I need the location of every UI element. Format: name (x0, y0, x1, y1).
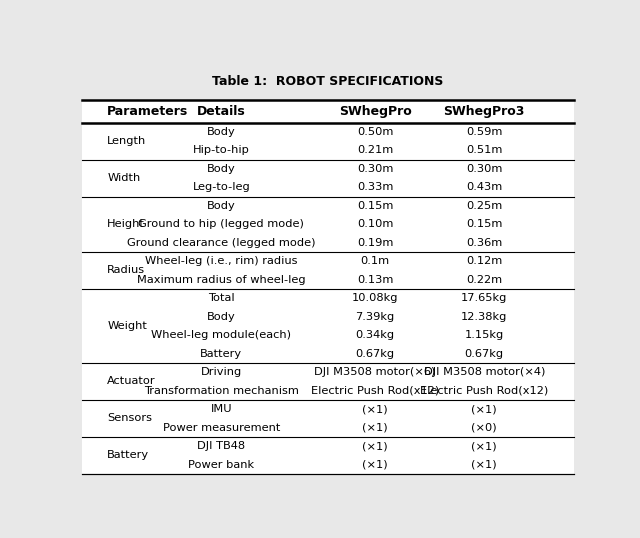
Text: Width: Width (108, 173, 141, 183)
Text: 0.50m: 0.50m (357, 127, 394, 137)
Text: Maximum radius of wheel-leg: Maximum radius of wheel-leg (137, 275, 306, 285)
Text: 0.67kg: 0.67kg (356, 349, 395, 359)
Text: (×1): (×1) (362, 459, 388, 470)
Text: 0.67kg: 0.67kg (465, 349, 504, 359)
Text: (×1): (×1) (362, 441, 388, 451)
Text: 0.22m: 0.22m (466, 275, 502, 285)
Text: Total: Total (208, 293, 235, 303)
Text: 0.10m: 0.10m (357, 220, 394, 229)
Text: 17.65kg: 17.65kg (461, 293, 508, 303)
Text: Driving: Driving (201, 367, 242, 377)
Text: 1.15kg: 1.15kg (465, 330, 504, 340)
Text: 0.19m: 0.19m (357, 238, 394, 247)
Text: Leg-to-leg: Leg-to-leg (193, 182, 250, 192)
Text: Body: Body (207, 201, 236, 211)
Text: 0.34kg: 0.34kg (356, 330, 395, 340)
Text: 10.08kg: 10.08kg (352, 293, 398, 303)
Text: 0.1m: 0.1m (360, 256, 390, 266)
Text: Details: Details (197, 105, 246, 118)
Text: Transformation mechanism: Transformation mechanism (144, 386, 299, 395)
Text: Power measurement: Power measurement (163, 423, 280, 433)
Text: DJI M3508 motor(×4): DJI M3508 motor(×4) (424, 367, 545, 377)
Text: 7.39kg: 7.39kg (355, 312, 395, 322)
Text: Actuator: Actuator (108, 377, 156, 386)
Text: Height: Height (108, 220, 145, 229)
Text: 0.12m: 0.12m (466, 256, 502, 266)
Text: 0.30m: 0.30m (466, 164, 502, 174)
Text: Body: Body (207, 164, 236, 174)
Text: 0.13m: 0.13m (357, 275, 394, 285)
Text: (×0): (×0) (472, 423, 497, 433)
Text: 0.15m: 0.15m (357, 201, 394, 211)
Text: 0.15m: 0.15m (466, 220, 502, 229)
Text: (×1): (×1) (472, 404, 497, 414)
Text: Table 1:  ROBOT SPECIFICATIONS: Table 1: ROBOT SPECIFICATIONS (212, 75, 444, 88)
Text: 0.51m: 0.51m (466, 145, 502, 155)
Text: Parameters: Parameters (108, 105, 189, 118)
Text: (×1): (×1) (472, 459, 497, 470)
Text: Ground to hip (legged mode): Ground to hip (legged mode) (138, 220, 304, 229)
Text: Electric Push Rod(x12): Electric Push Rod(x12) (311, 386, 439, 395)
Text: DJI TB48: DJI TB48 (197, 441, 245, 451)
Text: Body: Body (207, 312, 236, 322)
Text: Wheel-leg (i.e., rim) radius: Wheel-leg (i.e., rim) radius (145, 256, 298, 266)
Text: 0.33m: 0.33m (357, 182, 394, 192)
Text: SWhegPro3: SWhegPro3 (444, 105, 525, 118)
Text: 0.30m: 0.30m (357, 164, 394, 174)
Text: Weight: Weight (108, 321, 147, 331)
Text: (×1): (×1) (362, 423, 388, 433)
Text: (×1): (×1) (472, 441, 497, 451)
Text: 12.38kg: 12.38kg (461, 312, 508, 322)
Text: Wheel-leg module(each): Wheel-leg module(each) (151, 330, 291, 340)
Text: IMU: IMU (211, 404, 232, 414)
Text: Ground clearance (legged mode): Ground clearance (legged mode) (127, 238, 316, 247)
Text: Battery: Battery (108, 450, 149, 461)
Text: (×1): (×1) (362, 404, 388, 414)
Text: 0.43m: 0.43m (466, 182, 502, 192)
Text: 0.21m: 0.21m (357, 145, 393, 155)
Text: 0.59m: 0.59m (466, 127, 502, 137)
Text: Battery: Battery (200, 349, 243, 359)
Text: Length: Length (108, 136, 147, 146)
Text: 0.36m: 0.36m (466, 238, 502, 247)
Text: Body: Body (207, 127, 236, 137)
Text: Sensors: Sensors (108, 413, 152, 423)
Text: Hip-to-hip: Hip-to-hip (193, 145, 250, 155)
Text: Electric Push Rod(x12): Electric Push Rod(x12) (420, 386, 548, 395)
Text: Power bank: Power bank (188, 459, 255, 470)
Text: 0.25m: 0.25m (466, 201, 502, 211)
Text: SWhegPro: SWhegPro (339, 105, 412, 118)
Text: Radius: Radius (108, 265, 145, 275)
Text: DJI M3508 motor(×6): DJI M3508 motor(×6) (314, 367, 436, 377)
